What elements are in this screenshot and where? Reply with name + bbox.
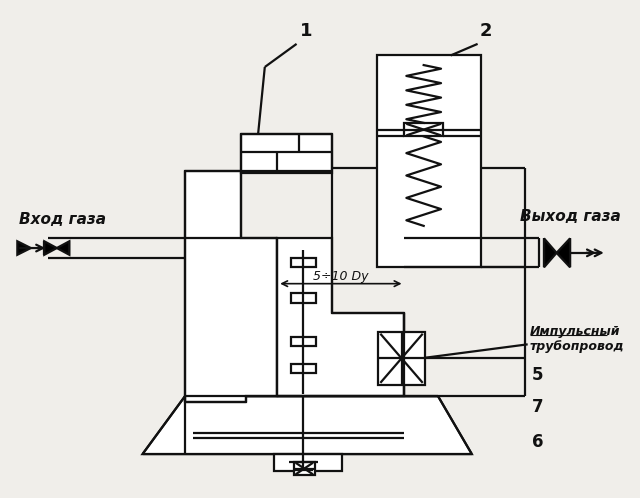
- Text: 6: 6: [532, 433, 543, 451]
- Polygon shape: [185, 171, 277, 402]
- Bar: [294, 462, 315, 475]
- Text: 2: 2: [480, 22, 493, 40]
- Text: 5÷10 Dу: 5÷10 Dу: [313, 270, 369, 283]
- Bar: [291, 364, 316, 373]
- Polygon shape: [557, 239, 570, 267]
- Bar: [291, 293, 316, 303]
- Bar: [241, 134, 332, 173]
- Polygon shape: [143, 396, 472, 454]
- Polygon shape: [57, 242, 69, 255]
- Text: Импульсный
трубопровод: Импульсный трубопровод: [530, 325, 624, 353]
- Polygon shape: [277, 239, 404, 396]
- Polygon shape: [44, 242, 57, 255]
- Polygon shape: [544, 239, 557, 267]
- Text: 1: 1: [300, 22, 312, 40]
- Bar: [404, 123, 443, 136]
- Polygon shape: [17, 242, 31, 255]
- Bar: [378, 55, 481, 267]
- Bar: [275, 454, 342, 472]
- Text: 7: 7: [531, 398, 543, 416]
- Text: Вход газа: Вход газа: [19, 212, 106, 227]
- Bar: [291, 337, 316, 346]
- Text: Выход газа: Выход газа: [520, 209, 620, 224]
- Bar: [378, 332, 425, 385]
- Bar: [291, 257, 316, 267]
- Text: 5: 5: [532, 366, 543, 384]
